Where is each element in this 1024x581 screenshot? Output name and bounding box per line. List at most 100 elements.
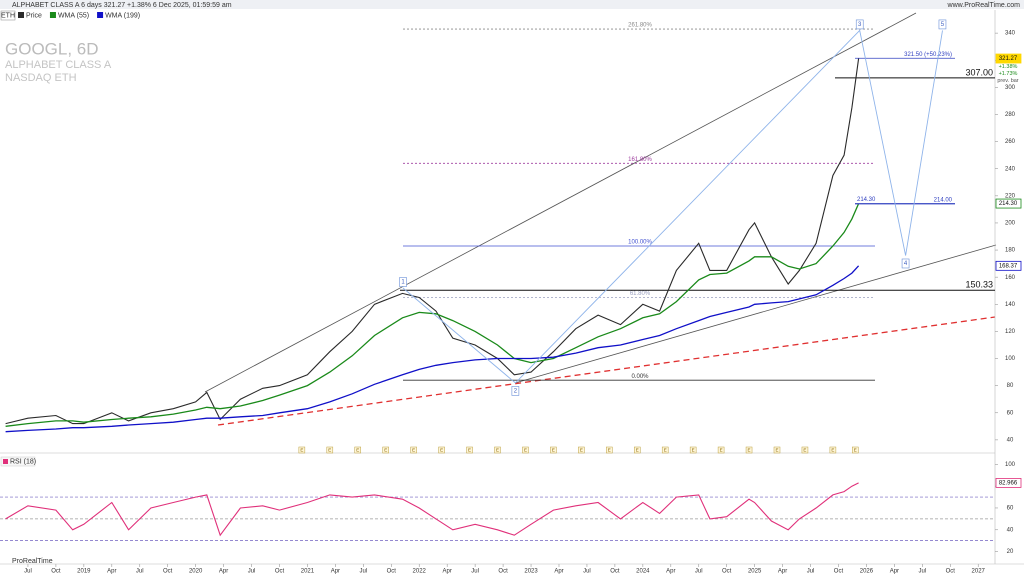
earnings-marker [689,446,697,454]
change-label: prev. bar [997,78,1018,84]
earnings-marker [852,446,859,454]
y-tick-label: 20 [1007,549,1014,555]
wave-label: 3 [858,22,862,28]
site-link[interactable]: www.ProRealTime.com [947,2,1021,9]
x-tick-label: Jul [471,569,479,575]
channel-lower [514,244,997,384]
wave-box [855,19,864,30]
x-tick-label: Oct [163,569,173,575]
y-tick-label: 160 [1005,275,1016,281]
x-tick-label: Apr [778,569,787,575]
legend-label: WMA (199) [105,12,140,19]
y-tick-label: 60 [1007,410,1014,416]
price-badge [995,198,1022,209]
x-tick-label: Oct [834,569,844,575]
x-tick-label: 2024 [636,569,650,575]
x-tick-label: 2019 [77,569,91,575]
earnings-marker [606,446,613,454]
x-tick-label: 2027 [972,569,986,575]
rsi-header [0,456,36,467]
x-tick-label: 2020 [189,569,203,575]
x-tick-label: 2022 [413,569,427,575]
earnings-label: E [468,447,471,452]
earnings-marker [438,446,445,454]
fib-label: 0.00% [631,374,649,380]
wave-label: 1 [401,280,405,286]
x-tick-label: Oct [610,569,620,575]
y-tick-label: 180 [1005,248,1016,254]
earnings-marker [522,446,529,454]
wave-box [901,258,910,269]
tab[interactable] [0,10,16,21]
earnings-marker [494,446,501,454]
earnings-label: E [552,447,555,452]
earnings-label: E [496,447,499,452]
earnings-marker [633,446,641,454]
x-tick-label: 2026 [860,569,874,575]
x-tick-label: Jul [807,569,815,575]
x-tick-label: Apr [554,569,563,575]
rsi-swatch [3,459,8,464]
x-tick-label: Oct [275,569,285,575]
fib-label: 161.80% [628,157,652,163]
y-tick-label: 80 [1007,383,1014,389]
earnings-label: E [356,447,359,452]
x-tick-label: 2025 [748,569,762,575]
legend-swatch [18,12,24,18]
x-tick-label: Oct [498,569,508,575]
wave-label: 4 [904,261,908,267]
x-tick-label: Oct [722,569,732,575]
y-tick-label: 40 [1007,437,1014,443]
support-trendline [217,316,996,426]
wave-label: 5 [941,22,945,28]
earnings-label: E [636,447,639,452]
x-tick-label: 2021 [301,569,315,575]
y-tick-label: 340 [1005,31,1016,37]
wave-box [511,386,520,396]
earnings-marker [745,446,753,454]
earnings-marker [298,446,306,454]
earnings-label: E [664,447,667,452]
earnings-marker [550,446,557,454]
y-tick-label: 220 [1005,193,1016,199]
target-label: 214.30 [857,197,876,203]
rsi-badge [995,478,1022,488]
y-tick-label: 260 [1005,139,1016,145]
watermark-title: GOOGL, 6D [5,39,99,58]
x-tick-label: Jul [360,569,368,575]
earnings-label: E [608,447,611,452]
wave-box [938,19,947,30]
price-level-label: 150.33 [965,280,993,290]
price-badge-label: 168.37 [999,263,1018,269]
x-tick-label: Jul [583,569,591,575]
earnings-marker [382,446,389,454]
y-tick-label: 60 [1007,506,1014,512]
earnings-marker [801,446,809,454]
y-tick-label: 280 [1005,112,1016,118]
earnings-marker [829,446,837,454]
fib-label: 61.80% [630,291,651,297]
series-line [5,265,860,433]
earnings-label: E [440,447,443,452]
earnings-label: E [328,447,331,452]
earnings-label: E [524,447,527,452]
earnings-label: E [854,447,857,452]
earnings-marker [326,446,334,454]
target-label: 214.00 [934,198,953,204]
legend-swatch [49,12,56,18]
earnings-marker [466,446,473,454]
earnings-label: E [720,447,723,452]
fib-label: 261.80% [628,23,652,29]
earnings-label: E [412,447,415,452]
price-badge [995,260,1022,271]
legend-swatch [97,12,104,18]
price-badge-label: 214.30 [999,201,1018,207]
wave-label: 2 [514,389,518,395]
tab-label[interactable]: ETH [1,12,15,19]
price-badge-label: 321.27 [999,56,1018,62]
earnings-marker [410,446,417,454]
earnings-label: E [748,447,751,452]
earnings-label: E [692,447,695,452]
x-tick-label: Oct [946,569,956,575]
